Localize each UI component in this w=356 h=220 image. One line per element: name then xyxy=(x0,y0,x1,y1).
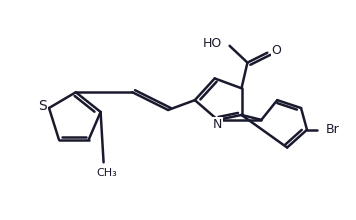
Text: O: O xyxy=(271,44,281,57)
Text: Br: Br xyxy=(326,123,340,136)
Text: N: N xyxy=(213,118,222,131)
Text: S: S xyxy=(38,99,47,113)
Text: HO: HO xyxy=(203,37,222,50)
Text: CH₃: CH₃ xyxy=(97,168,117,178)
